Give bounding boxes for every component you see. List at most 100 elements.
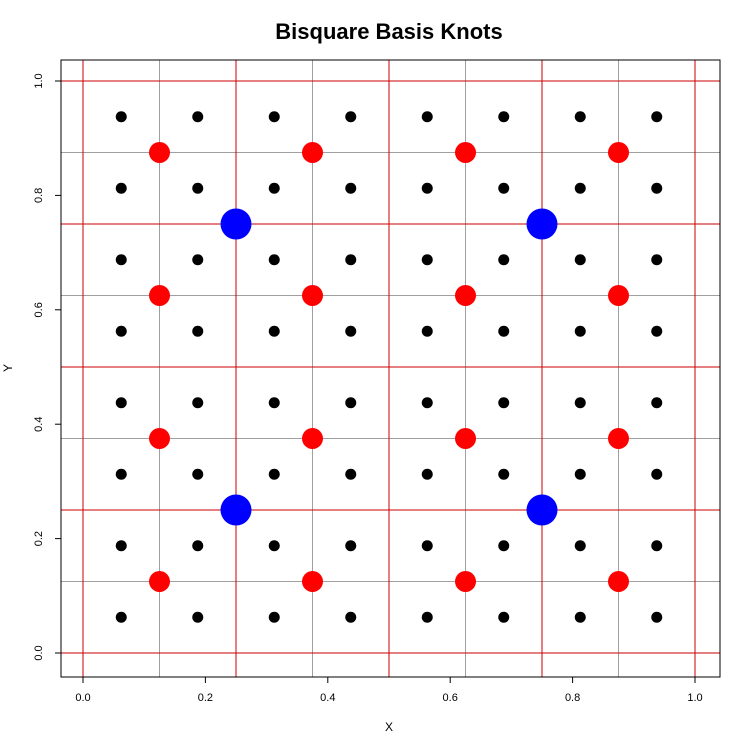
knot-point-small-4-4 xyxy=(421,325,433,337)
knot-point-medium-1-3 xyxy=(302,142,323,163)
knot-point-small-5-6 xyxy=(498,182,510,194)
knot-point-medium-1-0 xyxy=(302,571,323,592)
knot-point-medium-0-1 xyxy=(149,428,170,449)
knot-point-small-2-6 xyxy=(268,182,280,194)
x-tick-label-0: 0.0 xyxy=(75,692,90,704)
knot-point-small-2-3 xyxy=(268,397,280,409)
x-axis-label: X xyxy=(385,720,393,734)
knot-point-medium-2-3 xyxy=(455,142,476,163)
axis-layer: 0.0 0.2 0.4 0.6 0.8 1.0 0.0 0.2 0.4 0.6 0.8 1.0 xyxy=(33,73,703,704)
knot-point-small-7-5 xyxy=(651,254,663,266)
knot-point-small-6-2 xyxy=(574,468,586,480)
knot-point-medium-2-0 xyxy=(455,571,476,592)
y-axis-label: Y xyxy=(1,364,15,372)
knot-point-small-0-2 xyxy=(115,468,127,480)
knot-point-small-1-4 xyxy=(192,325,204,337)
knot-point-small-2-5 xyxy=(268,254,280,266)
knot-point-small-4-5 xyxy=(421,254,433,266)
points-layer xyxy=(115,111,663,623)
knot-point-small-3-4 xyxy=(345,325,357,337)
knot-point-small-1-7 xyxy=(192,111,204,123)
y-tick-label-3: 0.6 xyxy=(33,302,45,317)
knot-point-small-3-0 xyxy=(345,611,357,623)
knot-point-small-0-3 xyxy=(115,397,127,409)
knot-point-small-1-1 xyxy=(192,540,204,552)
knot-point-small-1-3 xyxy=(192,397,204,409)
knot-point-small-4-1 xyxy=(421,540,433,552)
knot-point-small-3-2 xyxy=(345,468,357,480)
knot-point-small-1-6 xyxy=(192,182,204,194)
knot-point-medium-2-2 xyxy=(455,285,476,306)
knot-point-medium-3-2 xyxy=(608,285,629,306)
y-tick-label-1: 0.2 xyxy=(33,531,45,546)
knot-point-small-7-3 xyxy=(651,397,663,409)
knot-point-small-3-5 xyxy=(345,254,357,266)
knot-point-small-7-0 xyxy=(651,611,663,623)
knot-point-medium-0-2 xyxy=(149,285,170,306)
y-tick-label-0: 0.0 xyxy=(33,645,45,660)
knot-point-small-1-2 xyxy=(192,468,204,480)
knot-point-small-4-0 xyxy=(421,611,433,623)
x-tick-label-5: 1.0 xyxy=(687,692,702,704)
knot-point-small-6-0 xyxy=(574,611,586,623)
chart-title: Bisquare Basis Knots xyxy=(275,19,502,44)
knot-point-small-3-3 xyxy=(345,397,357,409)
knot-point-small-3-7 xyxy=(345,111,357,123)
knot-point-small-5-0 xyxy=(498,611,510,623)
y-tick-label-5: 1.0 xyxy=(33,73,45,88)
knot-point-small-2-1 xyxy=(268,540,280,552)
knot-point-small-7-7 xyxy=(651,111,663,123)
knot-point-small-4-7 xyxy=(421,111,433,123)
knot-point-small-0-6 xyxy=(115,182,127,194)
knot-point-small-4-3 xyxy=(421,397,433,409)
knot-point-small-4-6 xyxy=(421,182,433,194)
knot-point-small-0-1 xyxy=(115,540,127,552)
x-tick-label-2: 0.4 xyxy=(320,692,335,704)
knot-point-small-5-5 xyxy=(498,254,510,266)
knot-point-small-3-1 xyxy=(345,540,357,552)
y-tick-label-4: 0.8 xyxy=(33,188,45,203)
knot-point-small-2-0 xyxy=(268,611,280,623)
knot-point-small-7-1 xyxy=(651,540,663,552)
knot-point-small-5-3 xyxy=(498,397,510,409)
knot-point-medium-3-0 xyxy=(608,571,629,592)
knot-point-medium-3-1 xyxy=(608,428,629,449)
knot-point-small-5-1 xyxy=(498,540,510,552)
knot-point-small-7-4 xyxy=(651,325,663,337)
knot-point-large-0-0 xyxy=(220,494,252,526)
x-tick-label-1: 0.2 xyxy=(198,692,213,704)
knot-point-small-5-4 xyxy=(498,325,510,337)
knot-point-small-6-7 xyxy=(574,111,586,123)
knot-point-medium-3-3 xyxy=(608,142,629,163)
knot-point-small-4-2 xyxy=(421,468,433,480)
x-tick-label-4: 0.8 xyxy=(565,692,580,704)
knot-point-medium-2-1 xyxy=(455,428,476,449)
knot-point-small-6-1 xyxy=(574,540,586,552)
knot-point-medium-0-3 xyxy=(149,142,170,163)
knot-point-small-1-5 xyxy=(192,254,204,266)
x-tick-label-3: 0.6 xyxy=(443,692,458,704)
knot-point-small-0-0 xyxy=(115,611,127,623)
knot-point-small-6-6 xyxy=(574,182,586,194)
knot-point-small-2-4 xyxy=(268,325,280,337)
knot-point-small-5-2 xyxy=(498,468,510,480)
knot-point-small-1-0 xyxy=(192,611,204,623)
y-tick-label-2: 0.4 xyxy=(33,417,45,432)
knot-point-medium-1-2 xyxy=(302,285,323,306)
knot-point-small-2-2 xyxy=(268,468,280,480)
knot-point-small-0-5 xyxy=(115,254,127,266)
knot-point-large-1-1 xyxy=(526,208,558,240)
knot-point-small-2-7 xyxy=(268,111,280,123)
knot-point-small-0-4 xyxy=(115,325,127,337)
knot-point-large-1-0 xyxy=(526,494,558,526)
knot-point-small-7-6 xyxy=(651,182,663,194)
knot-point-medium-1-1 xyxy=(302,428,323,449)
knot-point-large-0-1 xyxy=(220,208,252,240)
knot-point-small-0-7 xyxy=(115,111,127,123)
plot-frame xyxy=(60,59,721,678)
knot-point-medium-0-0 xyxy=(149,571,170,592)
knot-point-small-6-3 xyxy=(574,397,586,409)
knot-point-small-7-2 xyxy=(651,468,663,480)
